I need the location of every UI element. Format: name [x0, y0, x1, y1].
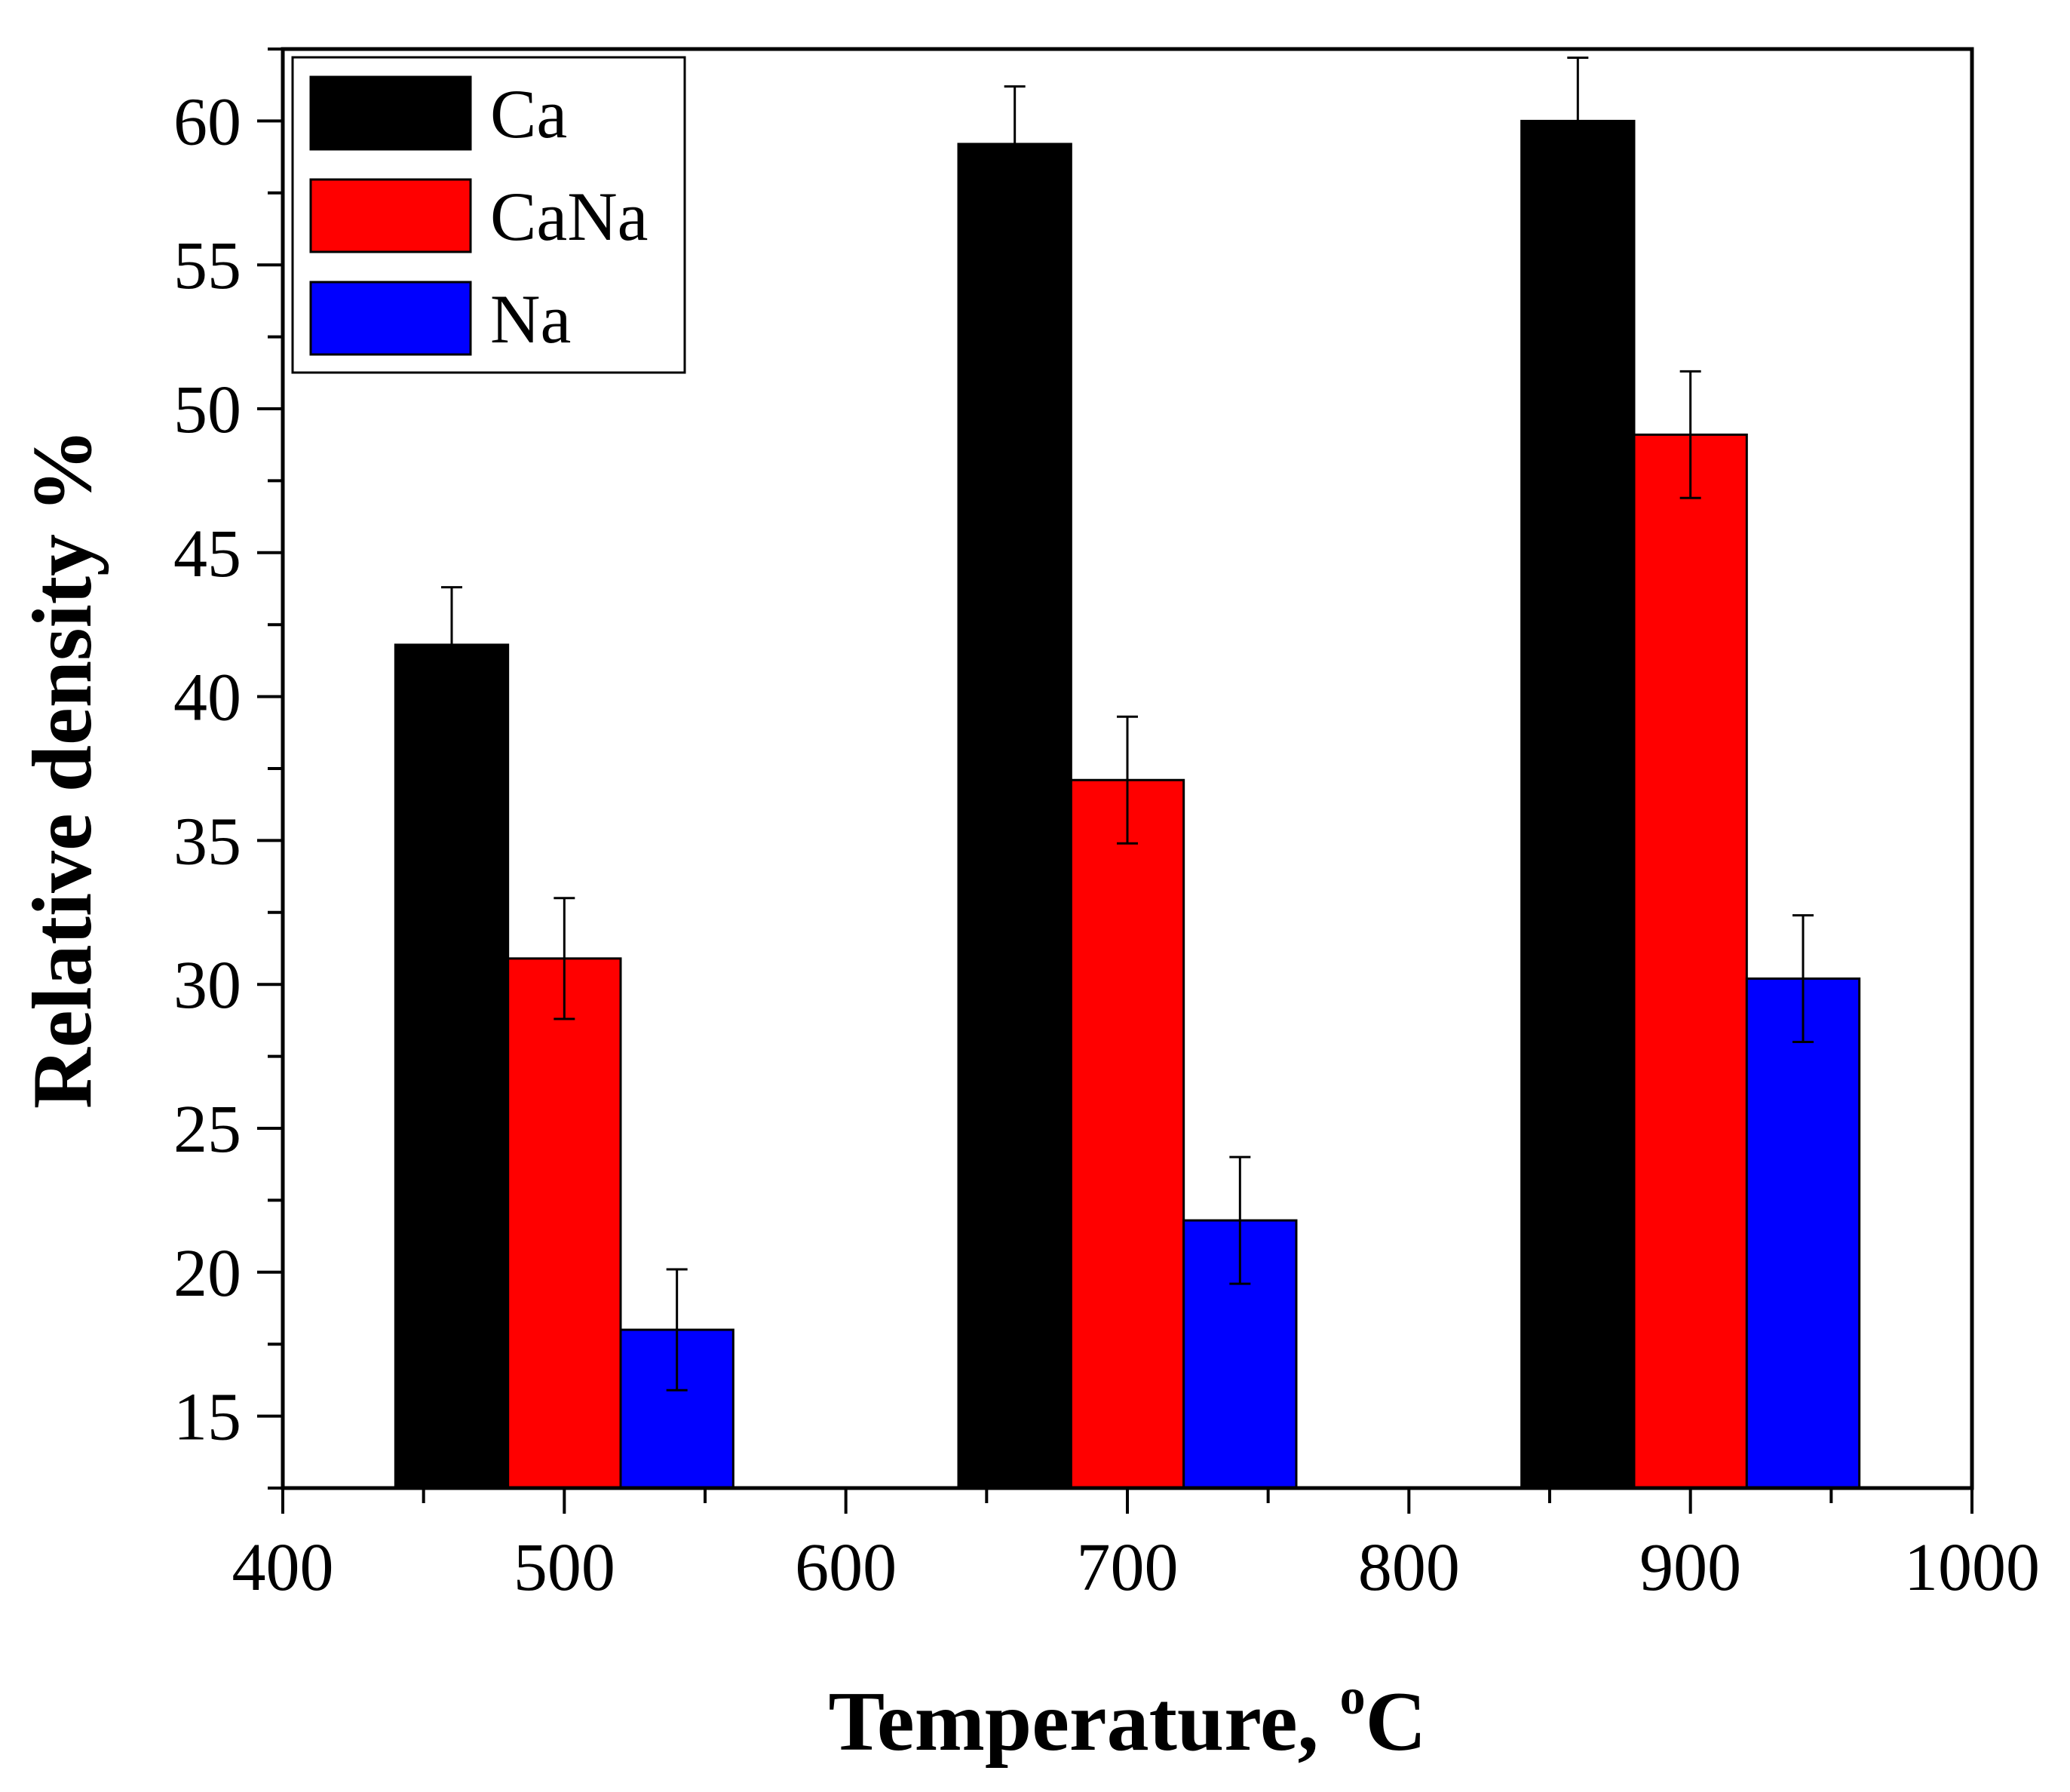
y-tick-label: 20 — [173, 1236, 241, 1311]
y-tick-label: 30 — [173, 948, 241, 1023]
x-tick-label: 500 — [514, 1530, 615, 1605]
y-tick-label: 35 — [173, 804, 241, 879]
y-tick-label: 55 — [173, 229, 241, 303]
bar-na-900 — [1745, 977, 1861, 1490]
legend-label-na: Na — [490, 281, 571, 357]
legend-swatch-na — [309, 281, 472, 356]
bar-cana-900 — [1633, 433, 1748, 1490]
error-bar-cana-700 — [1117, 715, 1138, 845]
x-tick-label: 400 — [232, 1530, 334, 1605]
legend-items: Ca CaNa Na — [309, 75, 648, 357]
x-axis-title: Temperature, oC — [828, 1668, 1426, 1769]
y-tick-label: 25 — [173, 1092, 241, 1167]
bar-ca-700 — [957, 143, 1072, 1490]
legend-label-ca: Ca — [490, 75, 567, 152]
x-tick-label: 700 — [1077, 1530, 1179, 1605]
y-axis-title: Relative density % — [16, 428, 109, 1109]
y-tick-label: 15 — [173, 1380, 241, 1455]
error-bar-na-500 — [666, 1268, 688, 1392]
legend-label-cana: CaNa — [490, 178, 648, 255]
bar-cana-500 — [507, 957, 622, 1490]
x-tick-label: 900 — [1639, 1530, 1741, 1605]
legend-item-cana: CaNa — [309, 178, 648, 255]
bar-cana-700 — [1069, 778, 1185, 1490]
x-tick-label: 600 — [795, 1530, 897, 1605]
bar-ca-900 — [1520, 119, 1636, 1490]
x-tick-labels: 400 500 600 700 800 900 1000 — [232, 1530, 2041, 1605]
legend-swatch-ca — [309, 75, 472, 151]
legend-swatch-cana — [309, 178, 472, 253]
legend: Ca CaNa Na — [291, 56, 686, 374]
error-bar-cana-500 — [554, 897, 575, 1020]
error-bar-ca-700 — [1004, 85, 1026, 203]
x-tick-label: 1000 — [1904, 1530, 2040, 1605]
y-tick-label: 50 — [173, 373, 241, 447]
x-tick-label: 800 — [1358, 1530, 1460, 1605]
legend-item-na: Na — [309, 281, 571, 357]
ticks-layer — [257, 48, 1973, 1514]
y-tick-label: 40 — [173, 661, 241, 735]
y-tick-label: 60 — [173, 84, 241, 159]
error-bar-na-700 — [1229, 1155, 1251, 1285]
error-bar-na-900 — [1792, 914, 1814, 1044]
error-bars-layer — [441, 56, 1814, 1392]
error-bar-ca-500 — [441, 586, 462, 704]
legend-item-ca: Ca — [309, 75, 567, 152]
bar-ca-500 — [394, 643, 510, 1490]
error-bar-cana-900 — [1679, 370, 1701, 499]
y-tick-labels: 15 20 25 30 35 40 45 50 55 60 — [173, 84, 241, 1454]
y-tick-label: 45 — [173, 517, 241, 591]
error-bar-ca-900 — [1567, 56, 1589, 186]
